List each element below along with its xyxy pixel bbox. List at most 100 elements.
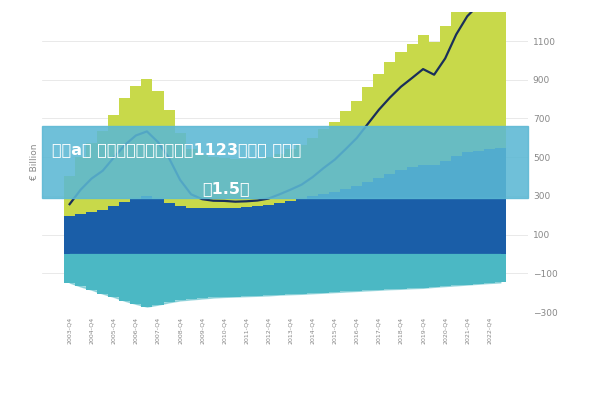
Bar xyxy=(340,254,351,292)
Bar xyxy=(252,254,263,296)
Bar xyxy=(285,201,296,254)
Bar xyxy=(462,254,473,284)
Bar xyxy=(230,254,241,296)
Bar xyxy=(230,159,241,208)
Bar xyxy=(484,149,495,254)
Bar xyxy=(395,170,407,254)
Bar xyxy=(351,254,362,291)
Bar xyxy=(197,208,208,254)
Bar xyxy=(185,208,197,254)
Bar xyxy=(108,114,119,206)
Bar xyxy=(97,210,108,254)
Bar xyxy=(373,254,385,290)
Bar xyxy=(307,254,318,293)
Bar xyxy=(164,203,175,254)
Bar xyxy=(86,212,97,254)
Bar xyxy=(296,199,307,254)
Bar xyxy=(208,157,219,208)
Bar xyxy=(108,206,119,254)
Bar xyxy=(495,254,506,282)
Bar xyxy=(351,186,362,254)
Bar xyxy=(219,208,230,254)
Bar xyxy=(440,254,451,286)
Bar xyxy=(274,254,285,294)
Bar xyxy=(252,206,263,254)
Bar xyxy=(164,254,175,302)
Text: 加1.5倍: 加1.5倍 xyxy=(202,182,250,196)
Bar xyxy=(428,165,440,254)
Bar xyxy=(175,206,185,254)
Bar xyxy=(451,3,462,156)
Bar xyxy=(86,254,97,290)
Bar xyxy=(75,214,86,254)
Bar xyxy=(407,254,418,288)
Bar xyxy=(42,126,528,198)
Bar xyxy=(185,254,197,300)
Bar xyxy=(296,145,307,199)
Bar xyxy=(329,192,340,254)
Bar xyxy=(175,254,185,300)
Bar xyxy=(152,199,164,254)
Bar xyxy=(428,42,440,165)
Bar xyxy=(142,196,152,254)
Bar xyxy=(97,131,108,210)
Bar xyxy=(142,79,152,196)
Bar xyxy=(385,62,395,174)
Bar xyxy=(418,35,428,164)
Bar xyxy=(252,159,263,206)
Bar xyxy=(362,88,373,182)
Bar xyxy=(373,74,385,178)
Bar xyxy=(451,254,462,285)
Bar xyxy=(241,207,252,254)
Bar xyxy=(385,174,395,254)
Bar xyxy=(185,149,197,208)
Bar xyxy=(462,0,473,152)
Bar xyxy=(175,133,185,206)
Bar xyxy=(329,254,340,292)
Bar xyxy=(142,254,152,306)
Bar xyxy=(75,157,86,214)
Bar xyxy=(130,199,142,254)
Bar xyxy=(418,254,428,288)
Bar xyxy=(296,254,307,294)
Bar xyxy=(241,159,252,207)
Bar xyxy=(473,0,484,151)
Bar xyxy=(230,208,241,254)
Bar xyxy=(219,254,230,297)
Bar xyxy=(473,254,484,284)
Bar xyxy=(340,188,351,254)
Bar xyxy=(407,44,418,167)
Bar xyxy=(130,254,142,304)
Bar xyxy=(307,196,318,254)
Bar xyxy=(473,151,484,254)
Bar xyxy=(75,254,86,286)
Bar xyxy=(274,154,285,203)
Bar xyxy=(395,254,407,289)
Bar xyxy=(64,216,75,254)
Bar xyxy=(428,254,440,287)
Text: 杯杆a股 今年首季访香港旅客剠1123万人次 按年增: 杯杆a股 今年首季访香港旅客剠1123万人次 按年增 xyxy=(52,142,301,158)
Bar xyxy=(164,110,175,203)
Bar xyxy=(208,254,219,298)
Bar xyxy=(318,129,329,194)
Bar xyxy=(263,254,274,295)
Bar xyxy=(362,254,373,290)
Bar xyxy=(318,254,329,293)
Bar xyxy=(395,52,407,170)
Bar xyxy=(329,122,340,192)
Bar xyxy=(351,101,362,186)
Bar xyxy=(197,254,208,298)
Bar xyxy=(197,155,208,208)
Bar xyxy=(119,202,130,254)
Bar xyxy=(152,254,164,305)
Bar xyxy=(440,162,451,254)
Bar xyxy=(274,203,285,254)
Bar xyxy=(263,205,274,254)
Bar xyxy=(484,254,495,283)
Bar xyxy=(484,0,495,149)
Bar xyxy=(64,176,75,216)
Bar xyxy=(340,112,351,188)
Bar xyxy=(119,254,130,301)
Bar xyxy=(451,156,462,254)
Bar xyxy=(208,208,219,254)
